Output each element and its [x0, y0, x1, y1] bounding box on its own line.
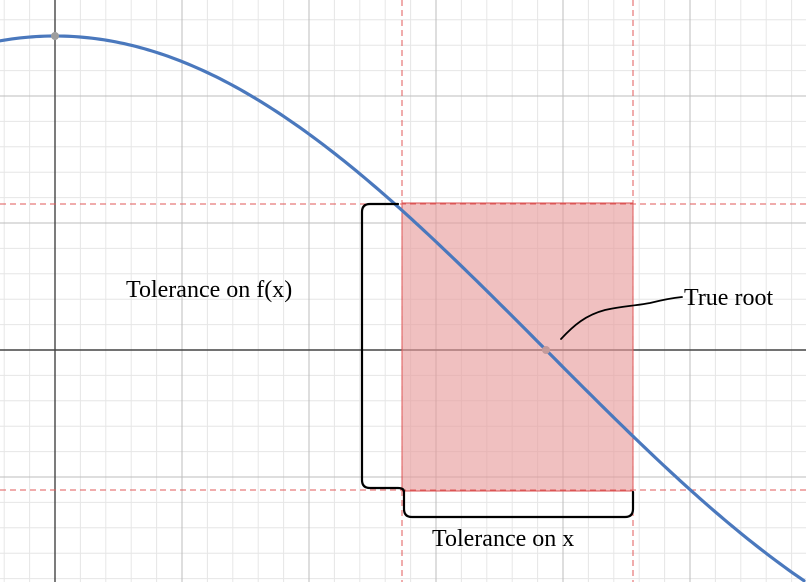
root-pointer-line	[560, 296, 683, 340]
tolerance-box	[401, 202, 634, 492]
fx-tolerance-bracket	[360, 202, 406, 494]
true-root-label: True root	[684, 285, 774, 311]
root-point	[542, 346, 550, 354]
tolerance-on-fx-label: Tolerance on f(x)	[126, 277, 293, 303]
max-point	[51, 32, 59, 40]
tolerance-on-x-label: Tolerance on x	[432, 526, 575, 552]
x-tolerance-bracket	[402, 490, 635, 519]
function-curve	[0, 34, 806, 582]
